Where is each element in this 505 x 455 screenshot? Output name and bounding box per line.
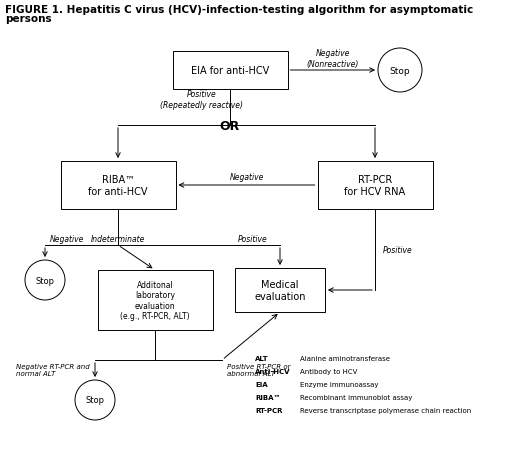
Text: OR: OR [220, 119, 240, 132]
Text: Stop: Stop [35, 276, 55, 285]
Text: RIBA™
for anti-HCV: RIBA™ for anti-HCV [88, 175, 148, 197]
Text: FIGURE 1. Hepatitis C virus (HCV)-infection-testing algorithm for asymptomatic: FIGURE 1. Hepatitis C virus (HCV)-infect… [5, 5, 473, 15]
Text: Negative RT-PCR and
normal ALT: Negative RT-PCR and normal ALT [16, 363, 90, 376]
Circle shape [75, 380, 115, 420]
Text: Reverse transcriptase polymerase chain reaction: Reverse transcriptase polymerase chain r… [300, 407, 471, 413]
Text: Enzyme immunoassay: Enzyme immunoassay [300, 381, 379, 387]
Bar [235, 268, 325, 312]
Text: Positive: Positive [238, 234, 268, 243]
Bar [318, 162, 432, 210]
Text: EIA: EIA [255, 381, 268, 387]
Text: persons: persons [5, 14, 52, 24]
Text: Medical
evaluation: Medical evaluation [254, 279, 306, 301]
Text: Antibody to HCV: Antibody to HCV [300, 368, 358, 374]
Text: Indeterminate: Indeterminate [91, 234, 145, 243]
Text: Stop: Stop [85, 396, 105, 404]
Text: Recombinant immunoblot assay: Recombinant immunoblot assay [300, 394, 413, 400]
Text: RT-PCR
for HCV RNA: RT-PCR for HCV RNA [344, 175, 406, 197]
Circle shape [25, 260, 65, 300]
Text: Positive
(Repeatedly reactive): Positive (Repeatedly reactive) [161, 90, 243, 110]
Text: Anti-HCV: Anti-HCV [255, 368, 290, 374]
Text: RIBA™: RIBA™ [255, 394, 280, 400]
Text: Additonal
laboratory
evaluation
(e.g., RT-PCR, ALT): Additonal laboratory evaluation (e.g., R… [120, 280, 190, 320]
Bar [61, 162, 176, 210]
Circle shape [378, 49, 422, 93]
Bar [97, 270, 213, 330]
Text: EIA for anti-HCV: EIA for anti-HCV [191, 66, 269, 76]
Text: Negative: Negative [50, 234, 84, 243]
Text: Positive RT-PCR or
abnormal ALT: Positive RT-PCR or abnormal ALT [227, 363, 290, 376]
Text: Positive: Positive [383, 245, 413, 254]
Text: Stop: Stop [390, 66, 410, 76]
Text: ALT: ALT [255, 355, 269, 361]
Text: Negative
(Nonreactive): Negative (Nonreactive) [307, 49, 359, 69]
Text: Alanine aminotransferase: Alanine aminotransferase [300, 355, 390, 361]
Text: RT-PCR: RT-PCR [255, 407, 282, 413]
Text: Negative: Negative [229, 173, 264, 182]
Bar [173, 52, 287, 90]
